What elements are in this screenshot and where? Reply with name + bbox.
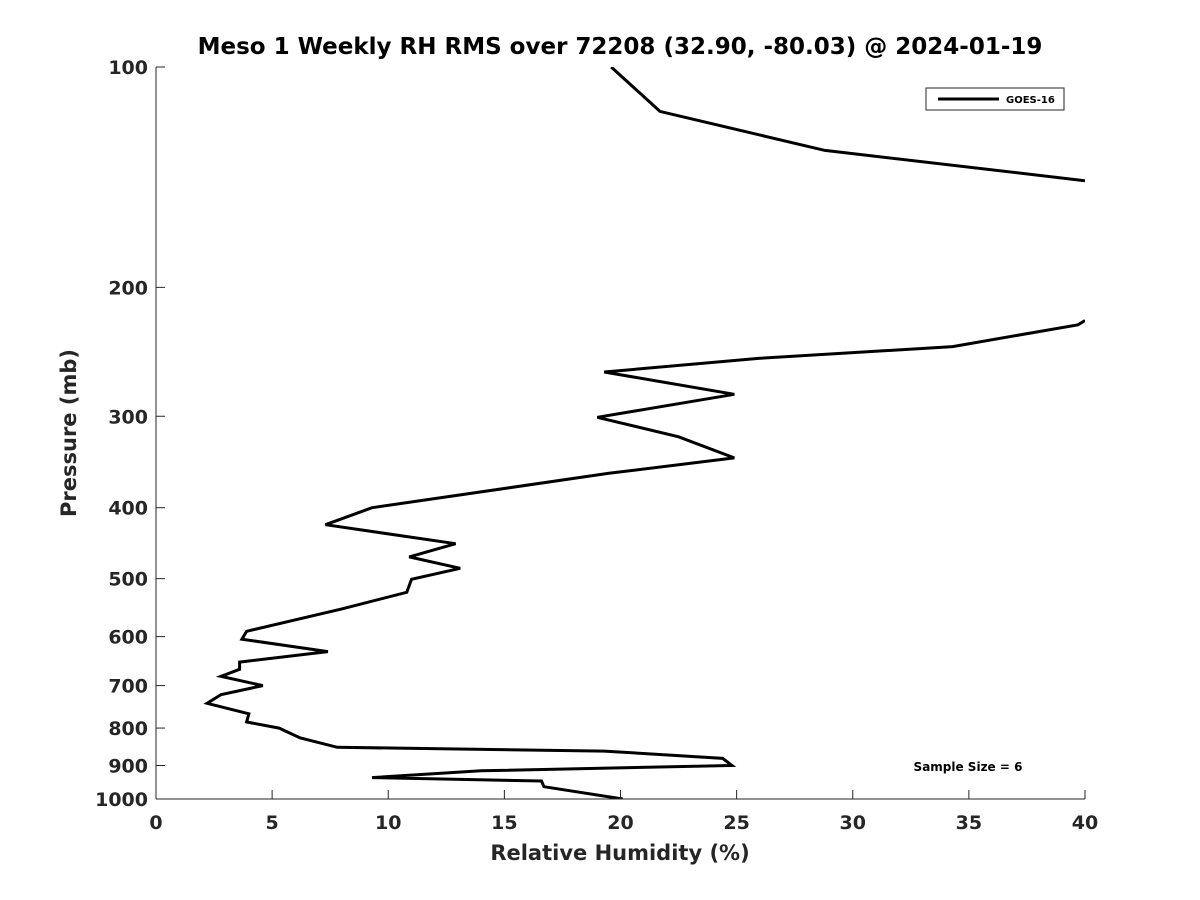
y-tick-label: 1000 — [95, 789, 148, 811]
series-layer — [203, 67, 1085, 799]
x-tick-label: 40 — [1072, 812, 1098, 834]
y-tick-label: 500 — [108, 569, 148, 591]
y-tick-label: 400 — [108, 498, 148, 520]
x-tick-label: 20 — [607, 812, 633, 834]
x-tick-label: 5 — [266, 812, 279, 834]
y-axis-label: Pressure (mb) — [57, 349, 81, 517]
x-tick-label: 30 — [840, 812, 866, 834]
chart-title: Meso 1 Weekly RH RMS over 72208 (32.90, … — [198, 34, 1043, 60]
plot-area: 0 5 10 15 20 25 30 35 40 100 200 300 400 500 600 700 800… — [95, 57, 1098, 834]
legend: GOES-16 — [925, 87, 1065, 111]
legend-label: GOES-16 — [1006, 95, 1055, 106]
y-tick-label: 100 — [108, 57, 148, 79]
x-axis-label: Relative Humidity (%) — [490, 841, 749, 865]
series-line-GOES-16 — [610, 67, 1085, 183]
axes-layer: 0 5 10 15 20 25 30 35 40 100 200 300 400 500 600 700 800… — [95, 57, 1098, 834]
y-tick-label: 700 — [108, 676, 148, 698]
series-line-GOES-16 — [203, 319, 1085, 799]
y-tick-label: 900 — [108, 756, 148, 778]
x-tick-label: 25 — [723, 812, 749, 834]
x-tick-label: 0 — [149, 812, 162, 834]
x-tick-label: 15 — [491, 812, 517, 834]
x-tick-label: 10 — [375, 812, 401, 834]
y-tick-label: 800 — [108, 718, 148, 740]
y-tick-label: 200 — [108, 277, 148, 299]
sample-size-annotation: Sample Size = 6 — [914, 760, 1023, 774]
y-tick-label: 600 — [108, 627, 148, 649]
y-tick-label: 300 — [108, 406, 148, 428]
x-tick-label: 35 — [956, 812, 982, 834]
